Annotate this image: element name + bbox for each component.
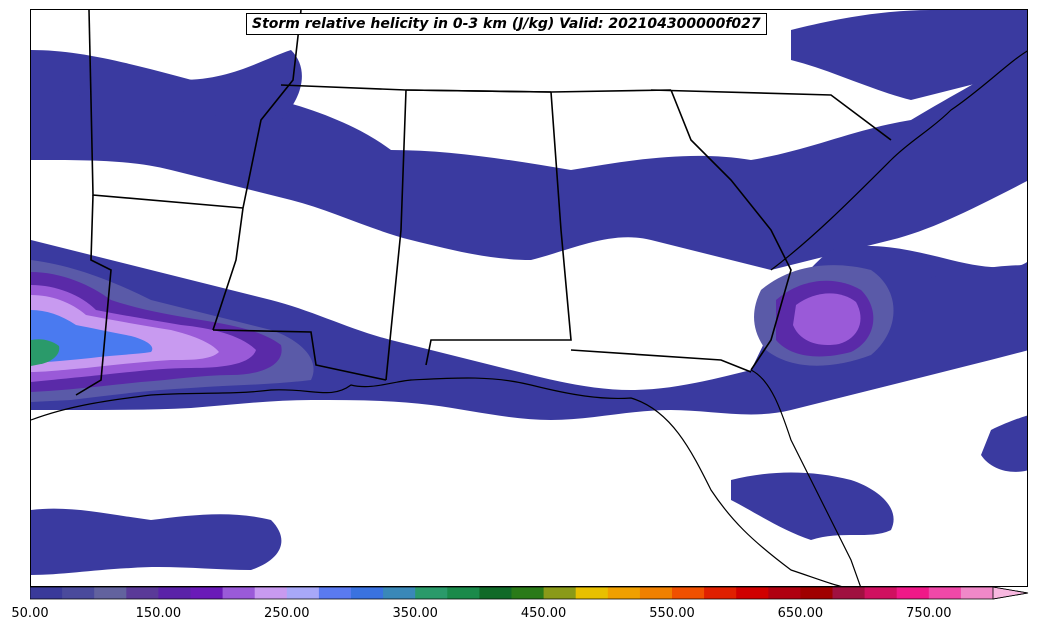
helicity-contours	[31, 10, 1027, 575]
state-border-al	[425, 91, 572, 366]
colorbar-segment	[896, 587, 930, 599]
helicity-area-east	[921, 265, 1027, 320]
colorbar-border	[30, 587, 1029, 600]
colorbar-tick-label: 450.00	[520, 606, 567, 621]
colorbar-tick-label: 350.00	[392, 606, 438, 621]
colorbar-tick-label: 50.00	[11, 606, 49, 621]
state-border-tn-nc	[405, 89, 672, 93]
map-title: Storm relative helicity in 0-3 km (J/kg)…	[246, 13, 767, 35]
state-border-ms	[385, 89, 407, 381]
colorbar-segment	[704, 587, 737, 599]
colorbar-segment	[607, 587, 641, 599]
helicity-area-southwest-corner	[31, 508, 282, 575]
helicity-area-southeast	[981, 415, 1027, 472]
state-border-nc-sc	[650, 89, 892, 141]
state-border-tx-la	[75, 194, 112, 396]
colorbar	[30, 587, 1029, 600]
state-border-la-ms	[212, 329, 387, 381]
coastline-east	[770, 50, 1027, 271]
state-border-fl-ga	[570, 349, 752, 373]
helicity-peak-west	[31, 339, 60, 366]
state-border-ga	[670, 89, 792, 371]
colorbar-segment	[318, 587, 352, 599]
colorbar-segment	[639, 587, 673, 599]
colorbar-segment	[511, 587, 545, 599]
colorbar-segment	[832, 587, 866, 599]
colorbar-segment	[222, 587, 256, 599]
colorbar-tick-label: 250.00	[264, 606, 310, 621]
helicity-blue-west	[31, 310, 153, 363]
colorbar-segment	[736, 587, 769, 599]
colorbar-segment	[928, 587, 962, 599]
colorbar-segment	[768, 587, 801, 599]
colorbar-segment	[960, 587, 994, 599]
colorbar-segment	[672, 587, 705, 599]
colorbar-segment	[543, 587, 577, 599]
colorbar-segment	[351, 587, 384, 599]
colorbar-tick-label: 650.00	[777, 606, 824, 621]
colorbar-segment	[800, 587, 833, 599]
colorbar-segment	[30, 587, 63, 599]
colorbar-segment	[286, 587, 320, 599]
coastline-gulf	[31, 377, 842, 586]
colorbar-segment	[158, 587, 191, 599]
colorbar-segment	[864, 587, 898, 599]
helicity-map	[31, 10, 1027, 586]
coastline-atlantic	[750, 369, 861, 586]
colorbar-segment	[94, 587, 127, 599]
helicity-band-top-left	[31, 50, 302, 120]
colorbar-segment	[415, 587, 448, 599]
state-border-ar	[242, 10, 302, 209]
colorbar-tick-label: 550.00	[649, 606, 695, 621]
state-border-ok-ks	[88, 10, 92, 101]
boundaries	[31, 10, 1027, 586]
colorbar-tick-label: 150.00	[135, 606, 182, 621]
helicity-higher-east	[793, 293, 861, 346]
colorbar-segment	[479, 587, 512, 599]
colorbar-tick-label: 750.00	[906, 606, 952, 621]
state-border-ar-la	[212, 207, 244, 331]
colorbar-extend-arrow	[992, 587, 1029, 600]
colorbar-segment	[383, 587, 416, 599]
helicity-area-florida	[731, 472, 894, 540]
colorbar-segment	[126, 587, 159, 599]
colorbar-segment	[254, 587, 288, 599]
colorbar-segment	[62, 587, 95, 599]
colorbar-segment	[575, 587, 609, 599]
colorbar-segment	[190, 587, 224, 599]
helicity-band-top-right	[791, 10, 1027, 100]
colorbar-segment	[447, 587, 480, 599]
map-panel	[30, 9, 1028, 587]
